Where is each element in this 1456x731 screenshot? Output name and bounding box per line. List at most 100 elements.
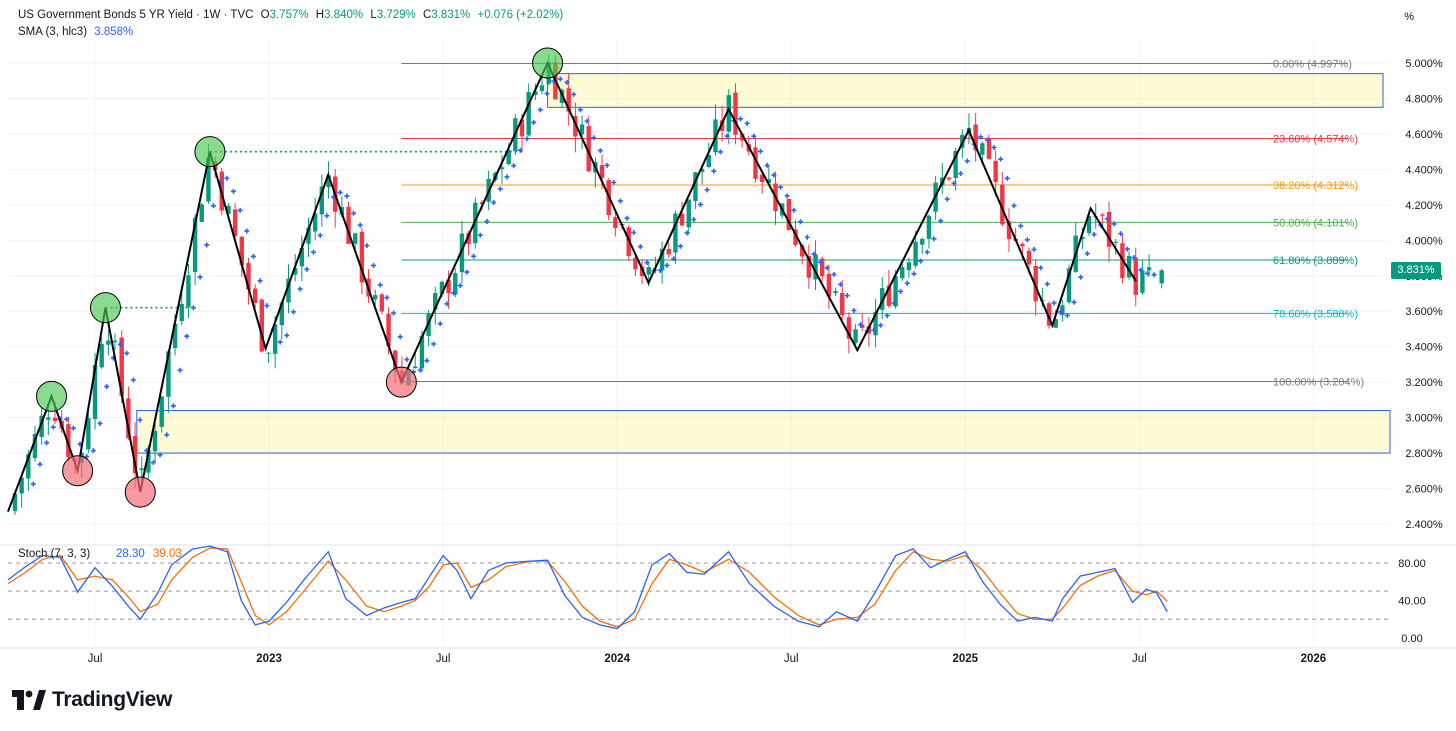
candle-body bbox=[413, 366, 418, 369]
candle-body bbox=[106, 340, 111, 345]
candle-body bbox=[319, 186, 325, 215]
pivot-high-marker bbox=[89, 292, 121, 324]
close-value: 3.831% bbox=[431, 9, 471, 21]
price-tick-label: 3.400% bbox=[1405, 342, 1443, 354]
candle-body bbox=[506, 149, 511, 165]
candle-body bbox=[920, 238, 925, 245]
sma-point bbox=[684, 230, 690, 236]
sma-point bbox=[457, 283, 463, 289]
sma-point bbox=[951, 180, 957, 186]
candle-body bbox=[766, 179, 772, 183]
candle-body bbox=[1026, 250, 1032, 265]
candle-body bbox=[192, 217, 198, 272]
candle-body bbox=[613, 217, 618, 228]
candle-body bbox=[753, 147, 758, 179]
sma-point bbox=[297, 286, 303, 292]
sma-point bbox=[70, 425, 76, 431]
sma-point bbox=[1138, 267, 1144, 273]
high-value: 3.840% bbox=[324, 9, 364, 21]
tradingview-logo[interactable]: TradingView bbox=[12, 688, 172, 712]
candle-body bbox=[846, 317, 852, 339]
sma-point bbox=[838, 281, 844, 287]
open-value: 3.757% bbox=[269, 9, 309, 21]
sma-point bbox=[878, 322, 884, 328]
fib-level-label: 50.00% (4.101%) bbox=[1273, 217, 1358, 229]
sma-point bbox=[657, 267, 663, 273]
fib-level-label: 78.60% (3.588%) bbox=[1273, 308, 1358, 320]
candle-body bbox=[573, 116, 578, 137]
sma-point bbox=[571, 91, 577, 97]
sma-point bbox=[884, 313, 890, 319]
time-axis[interactable]: Jul 2023 Jul 2024 Jul 2025 Jul 2026 bbox=[88, 653, 1327, 665]
price-axis[interactable]: 5.000%4.800%4.600%4.400%4.200%4.000%3.80… bbox=[1405, 58, 1443, 531]
sma-point bbox=[1051, 300, 1057, 306]
candle-body bbox=[446, 279, 451, 294]
sma-point bbox=[978, 134, 984, 140]
sma-point bbox=[791, 207, 797, 213]
axis-unit[interactable]: % bbox=[1404, 11, 1414, 23]
sma-point bbox=[277, 339, 283, 345]
sma-value: 3.858% bbox=[94, 26, 134, 38]
candle-body bbox=[906, 262, 912, 271]
candle-body bbox=[880, 288, 885, 310]
candle-body bbox=[1033, 266, 1038, 302]
candle-body bbox=[813, 254, 818, 280]
candle-body bbox=[586, 126, 591, 172]
candle-body bbox=[19, 477, 24, 494]
symbol-legend[interactable]: US Government Bonds 5 YR Yield · 1W · TV… bbox=[18, 9, 567, 21]
sma-point bbox=[938, 218, 944, 224]
sma-point bbox=[677, 243, 683, 249]
sma-point bbox=[531, 119, 537, 125]
sma-point bbox=[377, 282, 383, 288]
candle-body bbox=[439, 281, 445, 294]
sma-point bbox=[898, 288, 904, 294]
candle-body bbox=[172, 323, 178, 348]
sma-point bbox=[1044, 281, 1050, 287]
candle-body bbox=[759, 174, 765, 183]
price-tick-label: 4.800% bbox=[1405, 93, 1443, 105]
price-tick-label: 4.400% bbox=[1405, 164, 1443, 176]
candle-body bbox=[873, 311, 878, 336]
candle-body bbox=[179, 303, 184, 322]
candle-body bbox=[92, 364, 98, 420]
price-tick-label: 2.800% bbox=[1405, 448, 1443, 460]
candle-body bbox=[126, 398, 131, 439]
sma-point bbox=[984, 137, 990, 143]
candle-body bbox=[579, 124, 585, 135]
sma-point bbox=[304, 266, 310, 272]
sma-point bbox=[924, 249, 930, 255]
sma-point bbox=[584, 118, 590, 124]
candle-body bbox=[292, 268, 298, 275]
sma-point bbox=[764, 162, 770, 168]
sma-point bbox=[871, 327, 877, 333]
sma-point bbox=[244, 228, 250, 234]
sma-legend[interactable]: SMA (3, hlc3) 3.858% bbox=[18, 26, 137, 38]
sma-point bbox=[1011, 203, 1017, 209]
candle-body bbox=[86, 418, 91, 450]
sma-point bbox=[717, 149, 723, 155]
sma-point bbox=[497, 186, 503, 192]
sma-point bbox=[484, 218, 490, 224]
sma-point bbox=[918, 258, 924, 264]
candle-body bbox=[232, 209, 238, 236]
sma-point bbox=[371, 262, 377, 268]
candle-body bbox=[186, 275, 191, 308]
candle-body bbox=[286, 278, 291, 303]
stochastic-pane[interactable]: 80.00 40.00 0.00 Stoch (7, 3, 3) 28.30 39.03 bbox=[7, 545, 1426, 645]
sma-point bbox=[344, 193, 350, 199]
candle-body bbox=[272, 324, 278, 354]
candle-body bbox=[1060, 305, 1065, 316]
price-tick-label: 5.000% bbox=[1405, 58, 1443, 70]
stoch-label: Stoch (7, 3, 3) bbox=[18, 548, 90, 560]
sma-point bbox=[250, 253, 256, 259]
candle-body bbox=[306, 227, 311, 244]
sma-point bbox=[491, 200, 497, 206]
fib-level-label: 38.20% (4.312%) bbox=[1273, 180, 1358, 192]
candle-body bbox=[346, 206, 351, 244]
candle-body bbox=[373, 295, 378, 300]
candle-body bbox=[686, 199, 691, 228]
price-tick-label: 4.600% bbox=[1405, 129, 1443, 141]
pivot-markers bbox=[36, 47, 564, 508]
candle-body bbox=[973, 124, 978, 151]
